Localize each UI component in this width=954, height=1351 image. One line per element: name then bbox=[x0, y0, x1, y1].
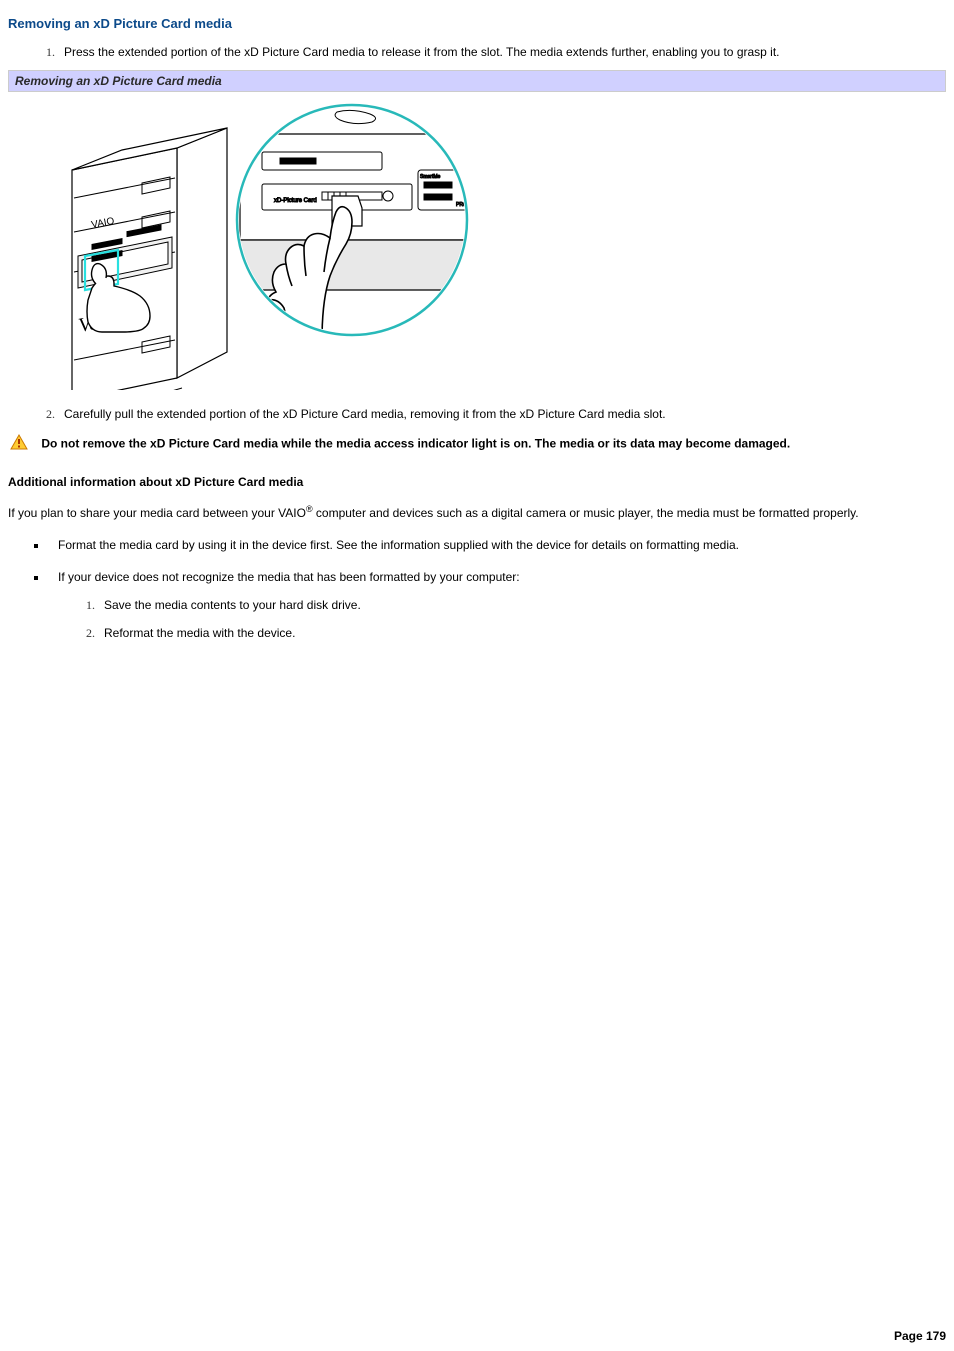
sub-steps: Save the media contents to your hard dis… bbox=[58, 596, 946, 642]
figure-caption-bar: Removing an xD Picture Card media bbox=[8, 70, 946, 92]
warning-text: Do not remove the xD Picture Card media … bbox=[41, 437, 790, 451]
bullet-text: Format the media card by using it in the… bbox=[58, 538, 739, 552]
svg-text:xD-Picture Card: xD-Picture Card bbox=[274, 198, 317, 204]
steps-list-bottom: Carefully pull the extended portion of t… bbox=[8, 407, 946, 422]
additional-heading: Additional information about xD Picture … bbox=[8, 475, 946, 489]
steps-list-top: Press the extended portion of the xD Pic… bbox=[8, 45, 946, 60]
step-text: Carefully pull the extended portion of t… bbox=[64, 407, 666, 421]
step-item: Press the extended portion of the xD Pic… bbox=[58, 45, 946, 60]
warning-icon bbox=[10, 434, 28, 455]
sub-step-text: Reformat the media with the device. bbox=[104, 626, 295, 640]
bullet-item: If your device does not recognize the me… bbox=[48, 568, 946, 642]
svg-text:SmartMe: SmartMe bbox=[420, 174, 441, 180]
warning-block: Do not remove the xD Picture Card media … bbox=[8, 434, 946, 455]
removal-illustration: VAIO Vaio bbox=[22, 100, 482, 390]
intro-a: If you plan to share your media card bet… bbox=[8, 506, 306, 520]
sub-step-item: Save the media contents to your hard dis… bbox=[98, 596, 946, 614]
bullet-item: Format the media card by using it in the… bbox=[48, 536, 946, 554]
bullet-text: If your device does not recognize the me… bbox=[58, 570, 520, 584]
sub-step-text: Save the media contents to your hard dis… bbox=[104, 598, 361, 612]
page-title: Removing an xD Picture Card media bbox=[8, 16, 946, 31]
registered-mark: ® bbox=[306, 504, 313, 514]
step-item: Carefully pull the extended portion of t… bbox=[58, 407, 946, 422]
page-number: Page 179 bbox=[894, 1329, 946, 1343]
figure-container: VAIO Vaio bbox=[8, 92, 946, 407]
bullet-list: Format the media card by using it in the… bbox=[8, 536, 946, 642]
intro-b: computer and devices such as a digital c… bbox=[313, 506, 859, 520]
additional-intro: If you plan to share your media card bet… bbox=[8, 503, 946, 522]
sub-step-item: Reformat the media with the device. bbox=[98, 624, 946, 642]
step-text: Press the extended portion of the xD Pic… bbox=[64, 45, 780, 59]
